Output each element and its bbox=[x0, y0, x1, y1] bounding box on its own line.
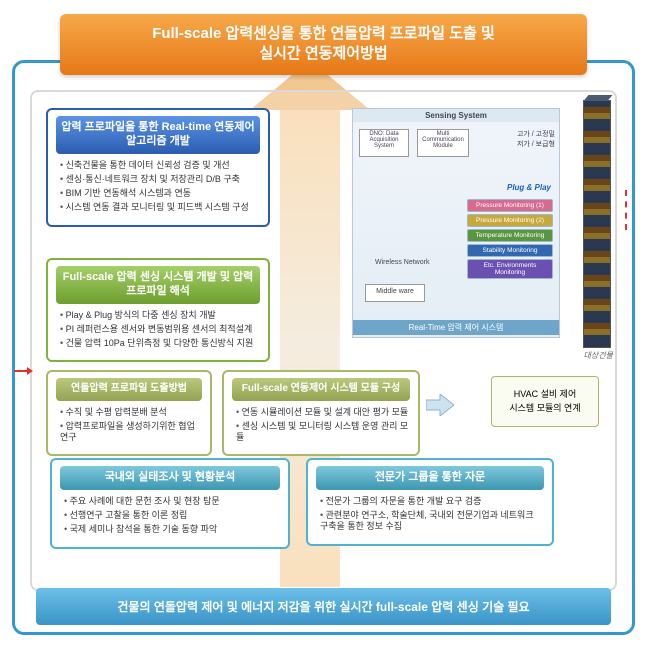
control-module-box: Full-scale 연동제어 시스템 모듈 구성 연동 시뮬레이션 모듈 및 … bbox=[222, 370, 420, 456]
bullet-item: 센싱·통신·네트워크 장치 및 저장관리 D/B 구축 bbox=[60, 174, 260, 185]
card-title: 국내외 실태조사 및 현황분석 bbox=[60, 466, 280, 490]
bottom-banner: 건물의 연돌압력 제어 및 에너지 저감을 위한 실시간 full-scale … bbox=[36, 588, 611, 625]
bullet-item: 건물 압력 10Pa 단위측정 및 다양한 통신방식 지원 bbox=[60, 338, 260, 349]
expert-consult-box: 전문가 그룹을 통한 자문 전문가 그룹의 자문을 통한 개발 요구 검증 관련… bbox=[306, 458, 554, 546]
bullet-list: 전문가 그룹의 자문을 통한 개발 요구 검증 관련분야 연구소, 학술단체, … bbox=[316, 496, 544, 533]
bullet-list: 수직 및 수평 압력분배 분석 압력프로파일을 생성하기위한 협업연구 bbox=[56, 407, 202, 444]
diagram-title: Sensing System bbox=[353, 109, 559, 122]
monitoring-item: Temperature Monitoring bbox=[467, 229, 553, 242]
realtime-bar: Real-Time 압력 제어 시스템 bbox=[353, 320, 559, 335]
bullet-item: 전문가 그룹의 자문을 통한 개발 요구 검증 bbox=[320, 496, 544, 507]
realtime-algorithm-box: 압력 프로파일을 통한 Real-time 연동제어 알고리즘 개발 신축건물을… bbox=[46, 108, 270, 227]
connector-dashed-icon bbox=[625, 190, 627, 230]
card-title: 압력 프로파일을 통한 Real-time 연동제어 알고리즘 개발 bbox=[56, 116, 260, 154]
bullet-item: 신축건물을 통한 데이터 신뢰성 검증 및 개선 bbox=[60, 160, 260, 171]
mcm-box: Multi Communication Module bbox=[417, 129, 469, 157]
wireless-label: Wireless Network bbox=[375, 259, 429, 266]
monitoring-item: Pressure Monitoring (2) bbox=[467, 214, 553, 227]
bullet-item: Play & Plug 방식의 다중 센싱 장치 개발 bbox=[60, 310, 260, 321]
bullet-item: 센싱 시스템 및 모니터링 시스템 운영 관리 모듈 bbox=[236, 421, 410, 444]
monitoring-stack: Pressure Monitoring (1) Pressure Monitori… bbox=[467, 199, 553, 281]
arrow-right-icon bbox=[426, 394, 454, 416]
bullet-item: 주요 사례에 대한 문헌 조사 및 현장 탐문 bbox=[64, 496, 280, 507]
top-banner: Full-scale 압력센싱을 통한 연돌압력 프로파일 도출 및실시간 연동… bbox=[60, 14, 587, 75]
bullet-item: 수직 및 수평 압력분배 분석 bbox=[60, 407, 202, 418]
right-label: 고가 / 고정밀 저가 / 보급형 bbox=[517, 129, 555, 149]
hvac-line: 시스템 모듈의 연계 bbox=[496, 401, 594, 415]
bullet-list: 신축건물을 통한 데이터 신뢰성 검증 및 개선 센싱·통신·네트워크 장치 및… bbox=[56, 160, 260, 214]
bullet-item: BIM 기반 연동해석 시스템과 연동 bbox=[60, 188, 260, 199]
label-line: 고가 / 고정밀 bbox=[517, 129, 555, 139]
profile-derivation-box: 연돌압력 프로파일 도출방법 수직 및 수평 압력분배 분석 압력프로파일을 생… bbox=[46, 370, 212, 456]
bullet-item: 압력프로파일을 생성하기위한 협업연구 bbox=[60, 421, 202, 444]
card-title: Full-scale 연동제어 시스템 모듈 구성 bbox=[232, 378, 410, 401]
bullet-item: 시스템 연동 결과 모니터링 및 피드백 시스템 구성 bbox=[60, 202, 260, 213]
building-label: 대상건물 bbox=[584, 350, 613, 361]
monitoring-item: Stability Monitoring bbox=[467, 244, 553, 257]
bullet-item: 선행연구 고찰을 통한 이론 정립 bbox=[64, 510, 280, 521]
label-line: 저가 / 보급형 bbox=[517, 139, 555, 149]
survey-analysis-box: 국내외 실태조사 및 현황분석 주요 사례에 대한 문헌 조사 및 현장 탐문 … bbox=[50, 458, 290, 549]
bullet-item: 연동 시뮬레이션 모듈 및 설계 대안 평가 모듈 bbox=[236, 407, 410, 418]
building-column-icon bbox=[583, 100, 611, 348]
connector-arrow-icon bbox=[14, 370, 28, 372]
card-title: 전문가 그룹을 통한 자문 bbox=[316, 466, 544, 490]
dno-box: DNO: Data Acquisition System bbox=[359, 129, 409, 157]
monitoring-item: Etc. Environments Monitoring bbox=[467, 259, 553, 279]
bullet-list: 주요 사례에 대한 문헌 조사 및 현장 탐문 선행연구 고찰을 통한 이론 정… bbox=[60, 496, 280, 536]
bullet-list: Play & Plug 방식의 다중 센싱 장치 개발 PI 레퍼런스용 센서와… bbox=[56, 310, 260, 350]
bullet-item: 국제 세미나 참석을 통한 기술 동향 파악 bbox=[64, 524, 280, 535]
middleware-box: Middle ware bbox=[365, 284, 425, 302]
card-title: 연돌압력 프로파일 도출방법 bbox=[56, 378, 202, 401]
plug-play-label: Plug & Play bbox=[507, 183, 551, 192]
monitoring-item: Pressure Monitoring (1) bbox=[467, 199, 553, 212]
card-title: Full-scale 압력 센싱 시스템 개발 및 압력 프로파일 해석 bbox=[56, 266, 260, 304]
bullet-item: PI 레퍼런스용 센서와 변동범위용 센서의 최적설계 bbox=[60, 324, 260, 335]
bullet-list: 연동 시뮬레이션 모듈 및 설계 대안 평가 모듈 센싱 시스템 및 모니터링 … bbox=[232, 407, 410, 444]
sensing-system-diagram: Sensing System DNO: Data Acquisition Sys… bbox=[352, 108, 560, 338]
fullscale-sensing-box: Full-scale 압력 센싱 시스템 개발 및 압력 프로파일 해석 Pla… bbox=[46, 258, 270, 362]
hvac-link-box: HVAC 설비 제어 시스템 모듈의 연계 bbox=[491, 376, 599, 427]
hvac-line: HVAC 설비 제어 bbox=[496, 387, 594, 401]
bullet-item: 관련분야 연구소, 학술단체, 국내외 전문기업과 네트워크 구축을 통한 정보… bbox=[320, 510, 544, 533]
